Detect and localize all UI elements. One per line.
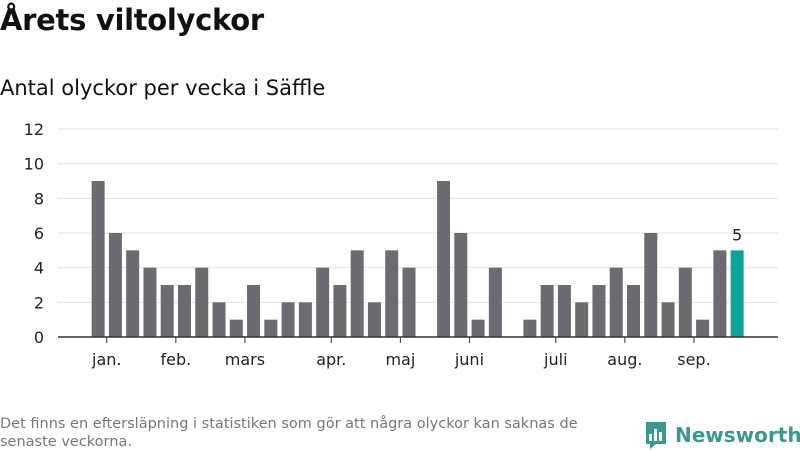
bar [402,267,416,337]
bar [609,267,623,337]
bar [316,267,330,337]
bar [696,319,710,337]
bar [575,302,589,337]
bar [264,319,278,337]
bar [437,181,451,337]
bar [661,302,675,337]
bar [367,302,381,337]
bar [713,250,727,337]
bar [592,285,606,337]
bar [540,285,554,337]
bar-chart-logo-icon [646,422,666,449]
brand-logo: Newsworthy [644,420,800,450]
x-tick-label: feb. [160,350,191,369]
bar [143,267,157,337]
x-tick-label: juli [543,350,567,369]
x-tick-label: maj [385,350,415,369]
bar [281,302,295,337]
bar [195,267,209,337]
bar [488,267,502,337]
bar [557,285,571,337]
bar-current-week [730,250,744,337]
x-tick-label: juni [454,350,484,369]
chart-title: Årets viltolyckor [0,3,264,37]
bar [644,233,658,337]
bar [350,250,364,337]
brand-name: Newsworthy [675,423,800,447]
y-tick-label: 12 [24,120,44,139]
bar [212,302,226,337]
x-tick-label: sep. [677,350,710,369]
chart-subtitle: Antal olyckor per vecka i Säffle [0,76,326,100]
y-tick-label: 4 [34,259,44,278]
bar [91,181,105,337]
y-tick-label: 2 [34,293,44,312]
y-tick-label: 6 [34,224,44,243]
y-tick-label: 0 [34,328,44,347]
bar [523,319,537,337]
bar [627,285,641,337]
bar [385,250,399,337]
bar [160,285,174,337]
y-tick-label: 10 [24,155,44,174]
bar [229,319,243,337]
x-tick-label: aug. [607,350,642,369]
bar [471,319,485,337]
bar [298,302,312,337]
bar [333,285,347,337]
x-tick-label: mars [225,350,265,369]
data-label-last: 5 [732,225,742,244]
bar [247,285,261,337]
bar [126,250,140,337]
footnote: Det finns en eftersläpning i statistiken… [0,416,578,450]
bar [177,285,191,337]
bar [108,233,122,337]
bar-chart: 0 2 4 6 8 10 12 5 jan. feb. mars apr. maj juni juli aug… [24,120,778,369]
y-tick-label: 8 [34,189,44,208]
x-tick-label: jan. [91,350,121,369]
x-tick-label: apr. [316,350,346,369]
bar [454,233,468,337]
bar [678,267,692,337]
